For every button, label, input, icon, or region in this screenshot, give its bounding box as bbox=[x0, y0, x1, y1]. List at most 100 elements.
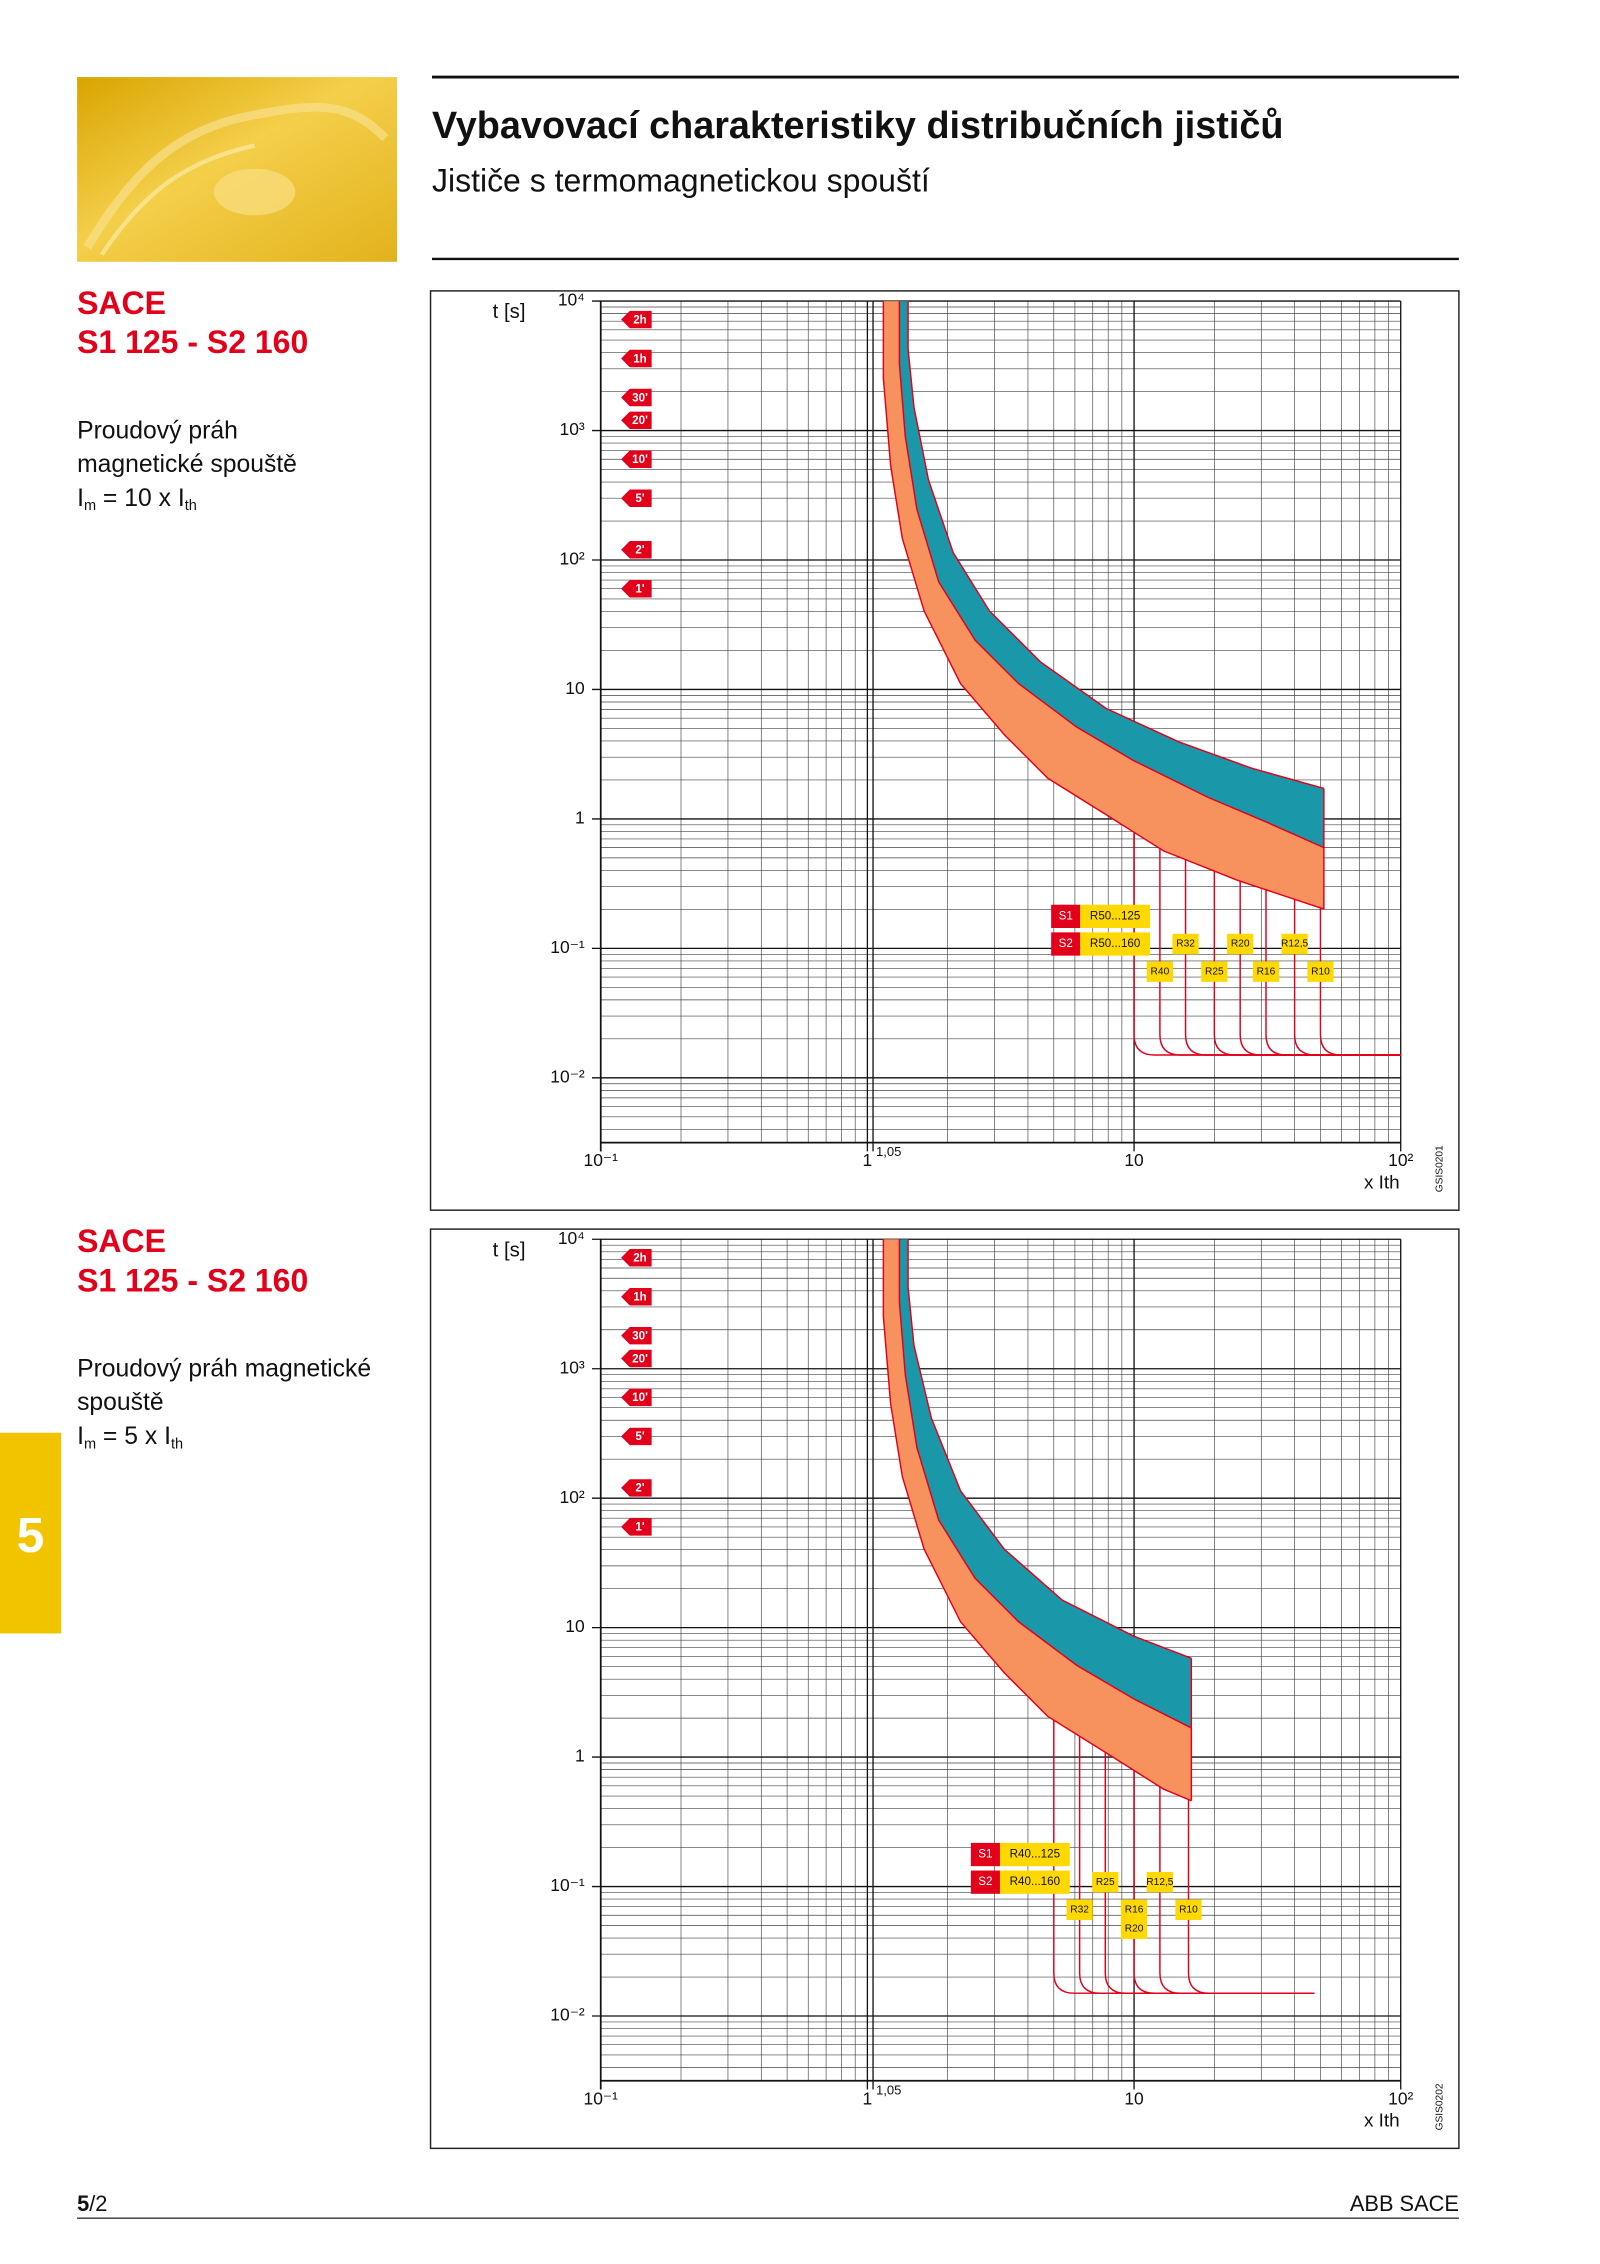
rating-tag bbox=[1080, 904, 1151, 928]
curve-band bbox=[899, 301, 1324, 848]
formula-text: I bbox=[77, 1423, 84, 1450]
section-formula: Im = 10 x Ith bbox=[77, 484, 197, 514]
section-formula: Im = 5 x Ith bbox=[77, 1423, 183, 1453]
x-tick-label: 10⁻¹ bbox=[584, 2088, 619, 2108]
y-tick-label: 10³ bbox=[560, 419, 585, 439]
chart-frame bbox=[429, 290, 1460, 1211]
footer-page: 5/2 bbox=[77, 2191, 107, 2216]
curve-line bbox=[882, 1239, 1192, 1802]
side-tab-label: 5 bbox=[17, 1508, 45, 1563]
y-tick-label: 10³ bbox=[560, 1357, 585, 1377]
rating-tag-label: R20 bbox=[1125, 1923, 1144, 1934]
page-subtitle: Jističe s termomagnetickou spouští bbox=[432, 163, 930, 199]
time-marker bbox=[621, 1427, 652, 1446]
trip-line bbox=[1319, 907, 1401, 1056]
trip-line bbox=[1213, 871, 1401, 1056]
section-note: Proudový práh bbox=[77, 418, 238, 445]
rating-tag-label: R50...160 bbox=[1090, 937, 1141, 950]
rating-tag-label: R40 bbox=[1151, 966, 1170, 977]
x-axis-title: x Ith bbox=[1364, 1172, 1400, 1193]
chart-code: GSIS0202 bbox=[1435, 2083, 1446, 2130]
trip-line bbox=[1293, 899, 1401, 1056]
rating-tag bbox=[1092, 1871, 1119, 1893]
rating-tag-label: R16 bbox=[1125, 1905, 1144, 1916]
time-marker-label: 2h bbox=[633, 313, 647, 326]
curve-line bbox=[882, 301, 1325, 910]
trip-line bbox=[1133, 832, 1401, 1056]
rating-tag-series bbox=[1051, 904, 1081, 928]
section-note: Proudový práh magnetické bbox=[77, 1356, 371, 1383]
time-marker-label: 5' bbox=[635, 492, 644, 505]
rating-tag-series bbox=[970, 1870, 1000, 1894]
rating-tag-label: R12,5 bbox=[1146, 1877, 1173, 1888]
time-marker bbox=[621, 1287, 652, 1306]
time-marker bbox=[621, 541, 652, 559]
header-image bbox=[77, 77, 398, 262]
formula-subscript: m bbox=[84, 498, 96, 514]
header-image-decor bbox=[100, 143, 256, 256]
trip-line bbox=[1187, 1799, 1315, 1994]
rating-tag-series bbox=[970, 1842, 1000, 1867]
trip-line bbox=[1239, 881, 1401, 1056]
time-marker-label: 1h bbox=[633, 352, 647, 365]
formula-subscript: th bbox=[171, 1436, 183, 1452]
rating-tag bbox=[1146, 961, 1173, 982]
rating-tag bbox=[1307, 961, 1334, 982]
time-marker bbox=[621, 1479, 652, 1497]
rating-tag bbox=[1120, 1899, 1148, 1920]
time-marker bbox=[621, 1388, 652, 1407]
x-tick-label: 1,05 bbox=[876, 2082, 901, 2097]
chart-frame bbox=[429, 1228, 1460, 2150]
rating-tag-label: R10 bbox=[1179, 1905, 1198, 1916]
trip-line bbox=[1133, 1770, 1315, 1994]
time-marker-label: 2h bbox=[633, 1252, 647, 1265]
section-heading: SACE bbox=[77, 285, 166, 321]
curve-band bbox=[899, 1239, 1192, 1728]
time-marker bbox=[621, 579, 652, 598]
rating-tag-series-label: S2 bbox=[1059, 937, 1073, 950]
formula-text: = 10 x I bbox=[96, 484, 185, 511]
footer-page-rest: /2 bbox=[89, 2191, 107, 2216]
trip-line bbox=[1078, 1736, 1315, 1994]
time-marker bbox=[621, 1249, 652, 1267]
y-tick-label: 10² bbox=[560, 549, 585, 569]
time-marker bbox=[621, 1349, 652, 1368]
rating-tag-label: R32 bbox=[1070, 1905, 1089, 1916]
rating-tag-label: R10 bbox=[1311, 966, 1330, 977]
x-tick-label: 1,05 bbox=[876, 1144, 901, 1159]
y-tick-label: 10⁻¹ bbox=[550, 1875, 585, 1895]
curve-line bbox=[898, 301, 1325, 849]
time-marker-label: 2' bbox=[635, 544, 644, 557]
page-title: Vybavovací charakteristiky distribučních… bbox=[432, 105, 1283, 147]
x-axis-title: x Ith bbox=[1364, 2110, 1400, 2131]
rating-tag bbox=[1227, 933, 1254, 955]
y-tick-label: 10⁻¹ bbox=[550, 937, 585, 957]
section-note: spouště bbox=[77, 1389, 164, 1416]
y-tick-label: 10 bbox=[565, 678, 585, 698]
rating-tag-label: R40...160 bbox=[1010, 1875, 1061, 1888]
time-marker bbox=[621, 411, 652, 430]
time-marker-label: 20' bbox=[632, 414, 648, 427]
trip-line bbox=[1104, 1752, 1315, 1994]
curve-line bbox=[898, 1239, 1192, 1729]
section-heading: SACE bbox=[77, 1223, 166, 1259]
curve-line bbox=[907, 301, 1325, 790]
trip-line bbox=[1184, 859, 1401, 1056]
y-tick-label: 10⁻² bbox=[550, 1066, 585, 1086]
x-tick-label: 1 bbox=[863, 1150, 873, 1170]
y-axis-title: t [s] bbox=[493, 1239, 526, 1261]
time-marker bbox=[621, 1518, 652, 1536]
rating-tag-label: R20 bbox=[1231, 939, 1250, 950]
y-tick-label: 10⁴ bbox=[558, 290, 585, 310]
rating-tag-series-label: S1 bbox=[1059, 909, 1073, 922]
time-marker bbox=[621, 388, 652, 407]
y-tick-label: 1 bbox=[575, 808, 585, 828]
rating-tag-label: R25 bbox=[1096, 1877, 1115, 1888]
rating-tag-label: R40...125 bbox=[1010, 1848, 1060, 1861]
time-marker-label: 1h bbox=[633, 1291, 647, 1304]
rating-tag bbox=[999, 1870, 1070, 1894]
trip-line bbox=[1159, 848, 1401, 1056]
rating-tag-series-label: S1 bbox=[978, 1848, 992, 1861]
rating-tag-label: R25 bbox=[1205, 966, 1224, 977]
